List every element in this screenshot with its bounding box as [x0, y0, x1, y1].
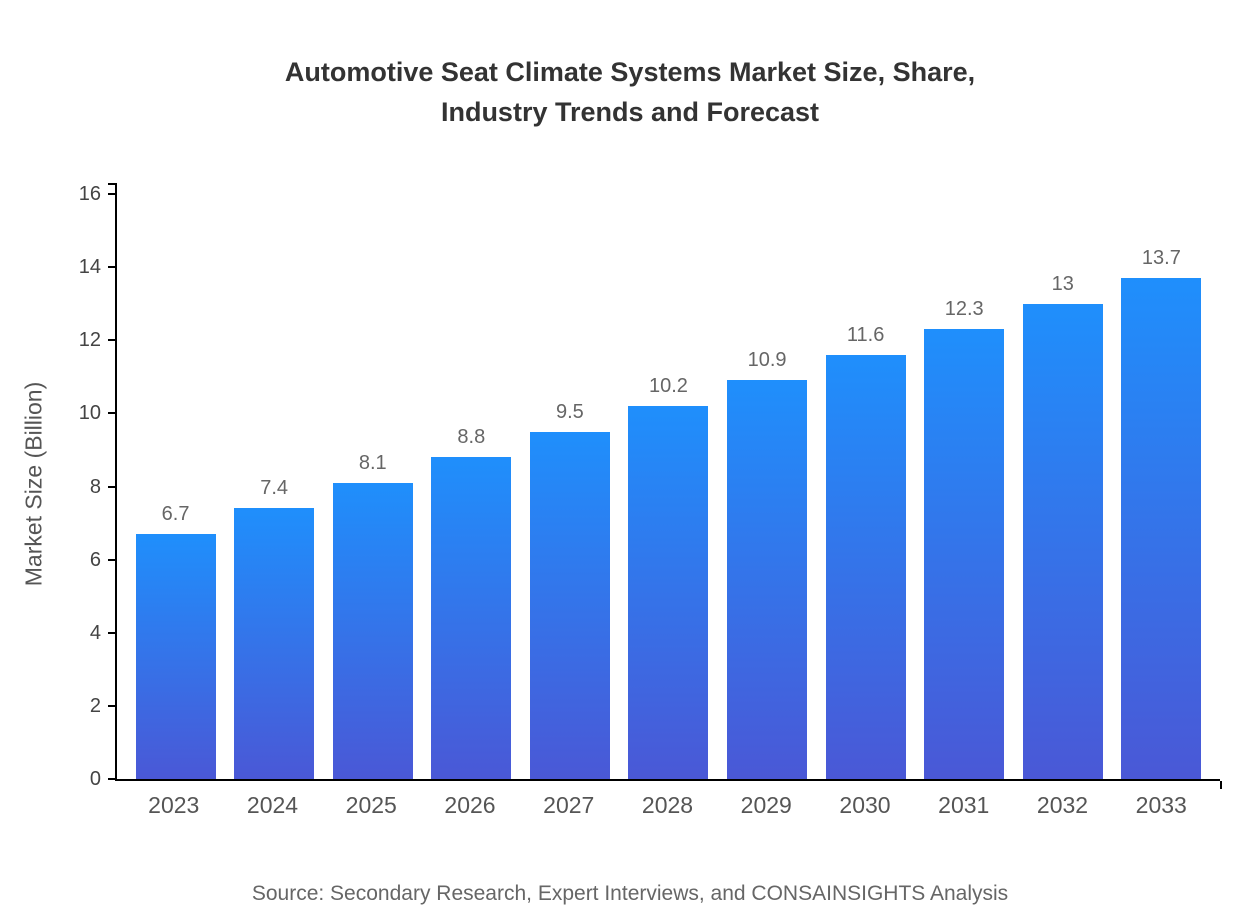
y-tick-mark: [108, 558, 117, 561]
y-tick-mark: [108, 704, 117, 707]
bar: [628, 406, 709, 779]
y-tick-mark: [108, 631, 117, 634]
bar: [529, 431, 610, 779]
bar-slot: 9.5: [529, 194, 610, 779]
y-tick-mark: [108, 266, 117, 269]
bar-value-label: 10.9: [747, 349, 787, 372]
y-tick-label: 4: [89, 621, 101, 644]
bar-value-label: 8.8: [457, 426, 486, 449]
bar-slot: 6.7: [135, 194, 216, 779]
bar-value-label: 13: [1051, 272, 1074, 295]
bar-value-label: 7.4: [260, 477, 289, 500]
bar-value-label: 6.7: [161, 503, 190, 526]
bars-layer: 6.7 7.4 8.1 8.8 9.5 10.2 10.9 11.6 12.3 13 13.7: [117, 194, 1220, 779]
chart-title: Automotive Seat Climate Systems Market S…: [0, 52, 1260, 132]
bar-slot: 11.6: [825, 194, 906, 779]
bar: [332, 482, 413, 779]
y-tick-label: 8: [89, 475, 101, 498]
y-tick-mark: [108, 339, 117, 342]
x-tick-label: 2026: [444, 792, 496, 818]
bar-slot: 13.7: [1121, 194, 1202, 779]
y-tick-label: 2: [89, 694, 101, 717]
y-tick-label: 16: [78, 183, 101, 205]
bar: [825, 354, 906, 779]
x-tick-label: 2029: [740, 792, 792, 818]
x-tick-label: 2023: [148, 792, 200, 818]
x-tick-label: 2033: [1135, 792, 1187, 818]
bar-slot: 10.9: [727, 194, 808, 779]
bar: [135, 534, 216, 779]
x-axis-labels: 2023 2024 2025 2026 2027 2028 2029 2030 2031 2032…: [115, 792, 1220, 819]
bar-value-label: 13.7: [1141, 247, 1181, 270]
y-tick-mark: [108, 778, 117, 780]
x-tick-label: 2024: [246, 792, 299, 818]
x-tick-label: 2032: [1036, 792, 1089, 818]
x-tick-label: 2025: [345, 792, 397, 818]
chart-title-line-2: Industry Trends and Forecast: [440, 97, 820, 127]
x-axis-end-tick: [1220, 781, 1222, 789]
bar: [727, 380, 808, 779]
bar: [234, 508, 315, 779]
bar-slot: 10.2: [628, 194, 709, 779]
y-axis-end-tick: [108, 183, 117, 185]
bar-value-label: 12.3: [944, 298, 984, 321]
x-tick-label: 2028: [641, 792, 694, 818]
x-tick-label: 2030: [839, 792, 891, 818]
bar-slot: 12.3: [924, 194, 1005, 779]
y-tick-mark: [108, 193, 117, 195]
bar: [431, 457, 512, 779]
x-tick-label: 2027: [543, 792, 595, 818]
chart-title-line-1: Automotive Seat Climate Systems Market S…: [284, 57, 976, 87]
bar: [1121, 278, 1202, 779]
plot-area: 0 2 4 6 8 10 12 14 16 6.7 7.4 8.1 8.8 9.5 10.2 10.9 11.…: [79, 183, 1222, 790]
bar-slot: 8.8: [431, 194, 512, 779]
bar-slot: 8.1: [332, 194, 413, 779]
y-tick-mark: [108, 412, 117, 415]
bar-value-label: 9.5: [555, 400, 584, 423]
y-tick-label: 0: [89, 768, 101, 790]
y-tick-label: 6: [89, 548, 101, 571]
source-note: Source: Secondary Research, Expert Inter…: [251, 882, 1009, 905]
y-tick-label: 12: [78, 329, 101, 352]
bar-slot: 7.4: [234, 194, 315, 779]
y-tick-mark: [108, 485, 117, 488]
bar-value-label: 11.6: [846, 323, 885, 346]
x-tick-label: 2031: [938, 792, 990, 818]
bar-value-label: 8.1: [358, 451, 387, 474]
bar: [924, 329, 1005, 779]
bar-value-label: 10.2: [649, 375, 688, 398]
y-axis-label: Market Size (Billion): [20, 381, 47, 587]
y-tick-label: 14: [78, 256, 101, 279]
bar-slot: 13: [1022, 194, 1103, 779]
bar: [1022, 303, 1103, 779]
y-tick-label: 10: [78, 402, 101, 425]
